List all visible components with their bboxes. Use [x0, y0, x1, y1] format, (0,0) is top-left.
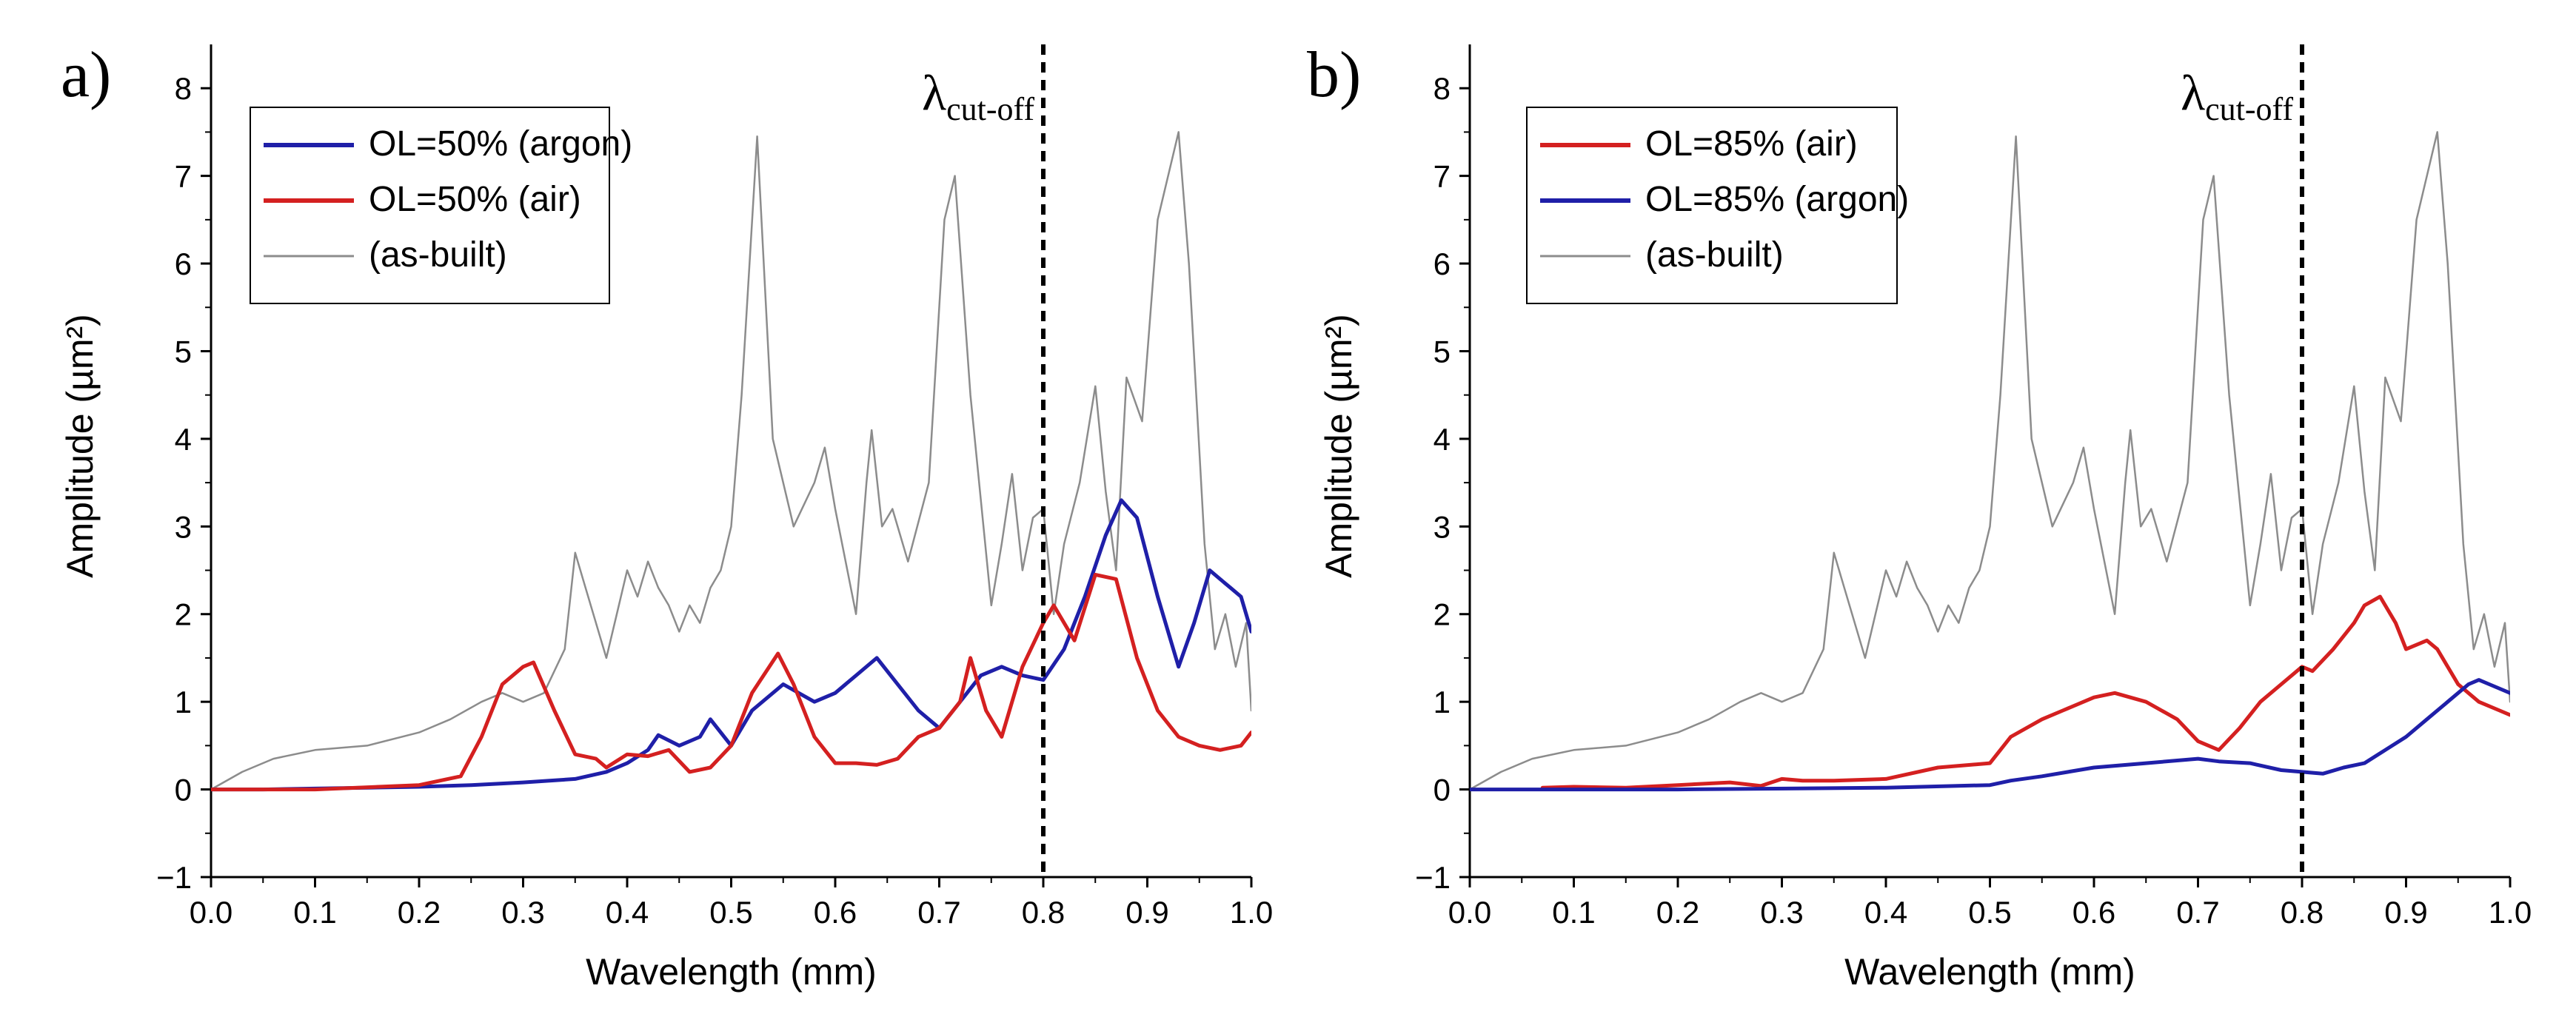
cutoff-subscript: cut-off	[946, 91, 1034, 127]
legend-box	[1526, 107, 1898, 304]
series-line-ol-50-air	[211, 572, 1251, 792]
legend-box	[250, 107, 610, 304]
x-tick-label: 0.5	[1968, 895, 2011, 930]
series-line-as-built	[211, 131, 1251, 790]
y-tick-label: 1	[175, 685, 192, 719]
x-axis-title: Wavelength (mm)	[586, 951, 877, 993]
y-tick-label: 1	[1433, 685, 1451, 719]
series-line-ol-85-argon	[1470, 678, 2510, 792]
x-tick-label: 0.2	[398, 895, 441, 930]
panel-label: a)	[61, 39, 111, 111]
y-tick-label: −1	[1415, 860, 1451, 895]
legend-entry: (as-built)	[369, 235, 507, 275]
y-tick-label: 8	[1433, 71, 1451, 106]
y-tick-label: 5	[175, 334, 192, 369]
legend-entry: OL=50% (air)	[369, 180, 581, 219]
y-tick-label: 2	[175, 597, 192, 632]
x-tick-label: 1.0	[2489, 895, 2532, 930]
cutoff-lambda: λ	[2181, 64, 2205, 121]
y-tick-label: 7	[175, 159, 192, 194]
y-axis-title: Amplitude (µm²)	[1318, 314, 1359, 578]
x-tick-label: 0.6	[814, 895, 857, 930]
chart-panel-a: a) 0.0 0.1 0.2 0.3 0.4 0.5 0.6 0.7 0.8 0.9 1.0 −1 0 1 2…	[59, 39, 1273, 993]
x-tick-label: 0.3	[501, 895, 544, 930]
x-tick-label: 0.9	[2384, 895, 2427, 930]
x-tick-label: 0.4	[1864, 895, 1907, 930]
x-tick-label: 0.7	[2176, 895, 2219, 930]
x-tick-label: 0.4	[606, 895, 649, 930]
y-tick-label: 7	[1433, 159, 1451, 194]
cutoff-subscript: cut-off	[2205, 91, 2293, 127]
x-tick-label: 0.7	[917, 895, 960, 930]
x-tick-label: 1.0	[1230, 895, 1273, 930]
x-tick-label: 0.2	[1656, 895, 1699, 930]
x-tick-label: 0.1	[293, 895, 336, 930]
panel-label: b)	[1307, 39, 1361, 111]
x-tick-label: 0.6	[2072, 895, 2115, 930]
y-tick-label: 6	[1433, 246, 1451, 281]
legend-entry: OL=85% (air)	[1645, 124, 1858, 164]
legend-entry: (as-built)	[1645, 235, 1784, 275]
y-tick-label: 8	[175, 71, 192, 106]
legend-entry: OL=85% (argon)	[1645, 180, 1909, 219]
y-tick-label: 0	[175, 773, 192, 808]
x-tick-label: 0.0	[1448, 895, 1491, 930]
cutoff-lambda: λ	[922, 64, 946, 121]
x-tick-label: 0.1	[1552, 895, 1595, 930]
y-tick-label: 0	[1433, 773, 1451, 808]
legend: OL=50% (argon) OL=50% (air) (as-built)	[250, 107, 632, 304]
x-tick-label: 0.8	[2281, 895, 2324, 930]
y-tick-label: 3	[175, 509, 192, 544]
y-tick-label: 4	[175, 422, 192, 457]
y-tick-label: 2	[1433, 597, 1451, 632]
x-axis-title: Wavelength (mm)	[1844, 951, 2135, 993]
legend: OL=85% (air) OL=85% (argon) (as-built)	[1526, 107, 1909, 304]
series-line-ol-85-air	[1540, 594, 2510, 790]
y-tick-label: 5	[1433, 334, 1451, 369]
y-tick-label: 4	[1433, 422, 1451, 457]
y-tick-label: 6	[175, 246, 192, 281]
x-tick-label: 0.9	[1125, 895, 1168, 930]
cutoff-label: λcut-off	[922, 64, 1034, 127]
series-line-ol-50-argon	[211, 498, 1251, 792]
y-tick-label: 3	[1433, 509, 1451, 544]
x-tick-label: 0.5	[709, 895, 752, 930]
x-tick-label: 0.0	[190, 895, 232, 930]
y-axis-title: Amplitude (µm²)	[59, 314, 101, 578]
x-tick-label: 0.8	[1022, 895, 1065, 930]
series-line-as-built	[1470, 131, 2510, 790]
y-tick-label: −1	[156, 860, 192, 895]
x-tick-label: 0.3	[1760, 895, 1803, 930]
legend-entry: OL=50% (argon)	[369, 124, 632, 164]
cutoff-label: λcut-off	[2181, 64, 2293, 127]
chart-panel-b: b) 0.0 0.1 0.2 0.3 0.4 0.5 0.6 0.7 0.8 0.9 1.0 −1 0 1 2…	[1307, 39, 2532, 993]
